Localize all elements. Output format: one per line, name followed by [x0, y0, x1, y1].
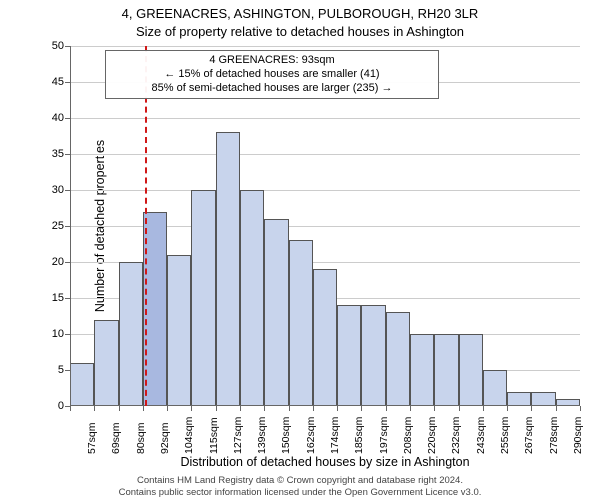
x-tick-label: 162sqm [305, 417, 317, 454]
x-tick-mark [167, 406, 168, 411]
chart-container: 4, GREENACRES, ASHINGTON, PULBOROUGH, RH… [0, 0, 600, 500]
x-tick-mark [216, 406, 217, 411]
x-tick-mark [531, 406, 532, 411]
x-tick-mark [483, 406, 484, 411]
x-tick-mark [434, 406, 435, 411]
x-tick-label: 278sqm [548, 417, 560, 454]
x-tick-mark [143, 406, 144, 411]
y-tick-label: 15 [4, 292, 64, 304]
x-tick-mark [191, 406, 192, 411]
x-tick-label: 127sqm [232, 417, 244, 454]
x-tick-mark [94, 406, 95, 411]
histogram-bar [94, 320, 118, 406]
x-tick-mark [507, 406, 508, 411]
x-tick-label: 255sqm [499, 417, 511, 454]
histogram-bar [167, 255, 191, 406]
title-line2: Size of property relative to detached ho… [0, 24, 600, 39]
x-tick-label: 208sqm [402, 417, 414, 454]
y-tick-label: 5 [4, 364, 64, 376]
histogram-bar [434, 334, 458, 406]
footer: Contains HM Land Registry data © Crown c… [0, 475, 600, 498]
annotation-line2: ← 15% of detached houses are smaller (41… [112, 68, 432, 82]
y-tick-label: 25 [4, 220, 64, 232]
y-tick-label: 40 [4, 112, 64, 124]
x-tick-label: 115sqm [208, 417, 220, 454]
x-tick-mark [580, 406, 581, 411]
x-tick-label: 150sqm [280, 417, 292, 454]
histogram-bar [531, 392, 555, 406]
x-axis-label: Distribution of detached houses by size … [70, 455, 580, 469]
annotation-box: 4 GREENACRES: 93sqm ← 15% of detached ho… [105, 50, 439, 99]
histogram-bar [386, 312, 410, 406]
x-tick-mark [556, 406, 557, 411]
histogram-bar [191, 190, 215, 406]
x-tick-label: 267sqm [523, 417, 535, 454]
y-axis-line [70, 46, 71, 406]
histogram-bar [216, 132, 240, 406]
x-tick-label: 220sqm [426, 417, 438, 454]
y-tick-label: 45 [4, 76, 64, 88]
histogram-bar [483, 370, 507, 406]
x-tick-mark [289, 406, 290, 411]
footer-line1: Contains HM Land Registry data © Crown c… [0, 475, 600, 486]
y-tick-label: 30 [4, 184, 64, 196]
x-tick-label: 69sqm [110, 422, 122, 454]
x-tick-label: 232sqm [450, 417, 462, 454]
x-tick-mark [410, 406, 411, 411]
histogram-bar [240, 190, 264, 406]
x-tick-mark [459, 406, 460, 411]
x-tick-label: 104sqm [183, 417, 195, 454]
histogram-bar [410, 334, 434, 406]
x-tick-label: 243sqm [475, 417, 487, 454]
x-tick-label: 185sqm [353, 417, 365, 454]
y-tick-label: 50 [4, 40, 64, 52]
title-line1: 4, GREENACRES, ASHINGTON, PULBOROUGH, RH… [0, 6, 600, 21]
x-tick-label: 92sqm [159, 422, 171, 454]
x-tick-mark [70, 406, 71, 411]
x-tick-mark [119, 406, 120, 411]
x-tick-label: 290sqm [572, 417, 584, 454]
y-tick-label: 20 [4, 256, 64, 268]
histogram-bar [264, 219, 288, 406]
reference-line [145, 46, 147, 406]
x-tick-label: 57sqm [86, 422, 98, 454]
footer-line2: Contains public sector information licen… [0, 487, 600, 498]
x-tick-mark [240, 406, 241, 411]
x-tick-mark [386, 406, 387, 411]
y-tick-label: 0 [4, 400, 64, 412]
annotation-line3: 85% of semi-detached houses are larger (… [112, 82, 432, 96]
plot-area: 0510152025303540455057sqm69sqm80sqm92sqm… [70, 46, 580, 406]
histogram-bar [313, 269, 337, 406]
y-tick-label: 10 [4, 328, 64, 340]
x-tick-label: 174sqm [329, 417, 341, 454]
x-tick-mark [313, 406, 314, 411]
histogram-bar [289, 240, 313, 406]
annotation-line1: 4 GREENACRES: 93sqm [112, 54, 432, 68]
x-tick-label: 80sqm [135, 422, 147, 454]
x-tick-mark [361, 406, 362, 411]
histogram-bar [119, 262, 143, 406]
x-tick-label: 139sqm [256, 417, 268, 454]
histogram-bar [337, 305, 361, 406]
histogram-bar [70, 363, 94, 406]
histogram-bar [361, 305, 385, 406]
x-tick-label: 197sqm [378, 417, 390, 454]
y-tick-label: 35 [4, 148, 64, 160]
x-tick-mark [337, 406, 338, 411]
x-tick-mark [264, 406, 265, 411]
histogram-bar [507, 392, 531, 406]
histogram-bar [459, 334, 483, 406]
